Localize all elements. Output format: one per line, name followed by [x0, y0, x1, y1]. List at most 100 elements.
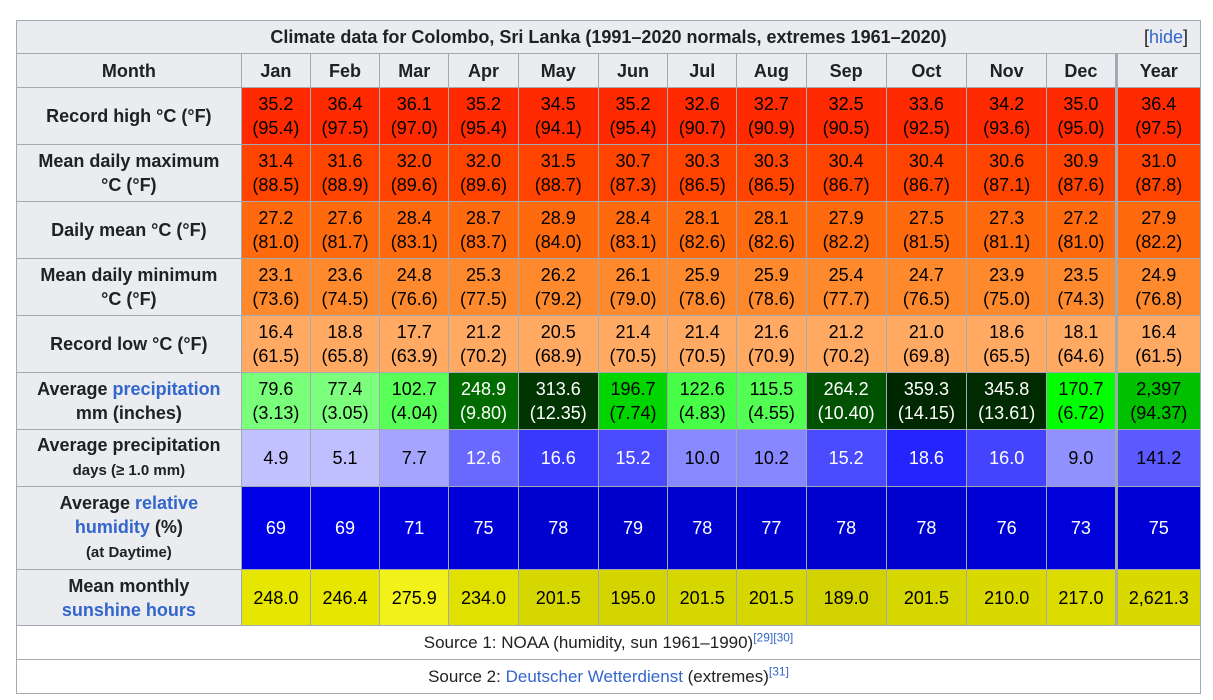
precipitation-link[interactable]: precipitation: [112, 379, 221, 399]
record-low-label: Record low °C (°F): [16, 315, 242, 373]
precipitation-value: 102.7: [391, 379, 437, 399]
record-low-cell-feb: 18.8 (65.8): [309, 315, 381, 373]
daily-mean-cell-feb: 27.6 (81.7): [309, 201, 381, 259]
mean-max-value-alt: (86.7): [902, 175, 950, 195]
record-high-cell-jan: 35.2 (95.4): [240, 87, 311, 145]
daily-mean-value-alt: (81.0): [252, 232, 300, 252]
record-high-value-alt: (97.5): [1135, 118, 1183, 138]
source-2: Source 2: Deutscher Wetterdienst (extrem…: [16, 659, 1201, 694]
mean-min-value-alt: (73.6): [252, 289, 300, 309]
mean-max-cell-apr: 32.0 (89.6): [448, 144, 519, 202]
record-high-cell-jun: 35.2 (95.4): [597, 87, 669, 145]
mean-max-row: Mean daily maximum °C (°F) 31.4 (88.5) 31.6…: [16, 144, 1202, 202]
deutscher-wetterdienst-link[interactable]: Deutscher Wetterdienst: [505, 666, 683, 686]
daily-mean-value: 27.6: [327, 208, 363, 228]
mean-max-value-alt: (89.6): [459, 175, 508, 195]
daily-mean-value-alt: (82.6): [678, 232, 726, 252]
record-high-cell-dec: 35.0 (95.0): [1046, 87, 1117, 145]
humidity-cell-jun: 79: [597, 486, 669, 570]
precipitation-value: 2,397: [1136, 379, 1182, 399]
climate-table: Climate data for Colombo, Sri Lanka (199…: [16, 20, 1202, 694]
record-high-cell-apr: 35.2 (95.4): [448, 87, 519, 145]
record-low-cell-nov: 18.6 (65.5): [966, 315, 1048, 373]
humidity-cell-aug: 77: [736, 486, 807, 570]
mean-min-cell-may: 26.2 (79.2): [517, 258, 599, 316]
mean-min-value: 24.9: [1141, 265, 1177, 285]
record-low-value: 18.6: [989, 322, 1025, 342]
record-low-cell-jan: 16.4 (61.5): [240, 315, 311, 373]
sunshine-cell-feb: 246.4: [309, 569, 381, 626]
mean-max-value: 32.0: [396, 151, 432, 171]
daily-mean-label: Daily mean °C (°F): [16, 201, 242, 259]
record-high-value: 32.6: [684, 94, 720, 114]
sunshine-label-line1: Mean monthly: [68, 575, 190, 596]
precipitation-value: 359.3: [903, 379, 949, 399]
mean-min-cell-sep: 25.4 (77.7): [805, 258, 887, 316]
record-low-cell-jul: 21.4 (70.5): [667, 315, 738, 373]
record-low-value: 21.2: [828, 322, 864, 342]
precipitation-value: 345.8: [984, 379, 1030, 399]
month-header-jan: Jan: [240, 53, 311, 88]
precip-days-cell-aug: 10.2: [736, 429, 807, 487]
humidity-label-prefix: Average: [59, 493, 136, 513]
mean-max-value: 30.3: [753, 151, 789, 171]
relative-link[interactable]: relative: [135, 493, 199, 513]
month-header-jul: Jul: [667, 53, 738, 88]
sunshine-cell-apr: 234.0: [448, 569, 519, 626]
humidity-cell-sep: 78: [805, 486, 887, 570]
daily-mean-value: 28.4: [396, 208, 432, 228]
mean-min-value-alt: (78.6): [678, 289, 726, 309]
record-low-cell-may: 20.5 (68.9): [517, 315, 599, 373]
precipitation-value: 77.4: [327, 379, 363, 399]
record-low-value: 18.1: [1063, 322, 1099, 342]
record-low-value-alt: (64.6): [1057, 346, 1105, 366]
record-high-value-alt: (97.5): [321, 118, 369, 138]
precipitation-value-alt: (4.83): [678, 403, 726, 423]
mean-min-value-alt: (77.5): [459, 289, 508, 309]
precipitation-value-alt: (4.55): [747, 403, 795, 423]
daily-mean-value: 28.1: [753, 208, 789, 228]
precipitation-cell-oct: 359.3 (14.15): [885, 372, 968, 430]
precipitation-value-alt: (3.13): [252, 403, 300, 423]
record-low-value: 21.0: [908, 322, 944, 342]
header-row: Month Jan Feb Mar Apr May Jun Jul Aug Sep Oct Nov D…: [16, 53, 1202, 88]
record-high-value: 35.0: [1063, 94, 1099, 114]
month-header-dec: Dec: [1046, 53, 1117, 88]
precip-label-prefix: Average: [37, 379, 113, 399]
month-header: Month: [16, 53, 242, 88]
daily-mean-value-alt: (82.2): [822, 232, 870, 252]
source-2-ref[interactable]: [31]: [768, 663, 789, 678]
mean-min-value: 23.5: [1063, 265, 1099, 285]
mean-max-value: 30.4: [908, 151, 944, 171]
sunshine-row: Mean monthly sunshine hours 248.0 246.4 275…: [16, 569, 1202, 626]
mean-max-cell-aug: 30.3 (86.5): [736, 144, 807, 202]
humidity-link[interactable]: humidity: [74, 517, 150, 537]
record-high-label: Record high °C (°F): [16, 87, 242, 145]
precipitation-cell-jul: 122.6 (4.83): [667, 372, 738, 430]
record-high-cell-mar: 36.1 (97.0): [379, 87, 450, 145]
precip-days-cell-jun: 15.2: [597, 429, 669, 487]
record-high-cell-feb: 36.4 (97.5): [309, 87, 381, 145]
precip-label-line2: mm (inches): [75, 403, 182, 423]
hide-link[interactable]: hide: [1148, 27, 1183, 47]
month-header-may: May: [517, 53, 599, 88]
mean-max-value: 30.9: [1063, 151, 1099, 171]
precipitation-value-alt: (4.04): [390, 403, 438, 423]
mean-min-value: 24.8: [396, 265, 432, 285]
mean-min-value-alt: (76.6): [390, 289, 438, 309]
precipitation-cell-may: 313.6 (12.35): [517, 372, 599, 430]
mean-max-label-line2: °C (°F): [101, 175, 157, 195]
mean-min-value-alt: (79.0): [609, 289, 657, 309]
source-1-refs[interactable]: [29][30]: [753, 629, 794, 644]
month-header-nov: Nov: [966, 53, 1048, 88]
record-high-cell-nov: 34.2 (93.6): [966, 87, 1048, 145]
mean-min-value-alt: (77.7): [822, 289, 870, 309]
sunshine-hours-link[interactable]: sunshine hours: [61, 599, 196, 620]
record-high-cell-sep: 32.5 (90.5): [805, 87, 887, 145]
hide-bracket-close: ]: [1182, 27, 1188, 47]
record-high-value-alt: (90.9): [747, 118, 795, 138]
source-1: Source 1: NOAA (humidity, sun 1961–1990)…: [16, 625, 1201, 660]
precipitation-value: 248.9: [460, 379, 507, 399]
record-low-value-alt: (70.5): [678, 346, 726, 366]
mean-max-cell-dec: 30.9 (87.6): [1046, 144, 1117, 202]
